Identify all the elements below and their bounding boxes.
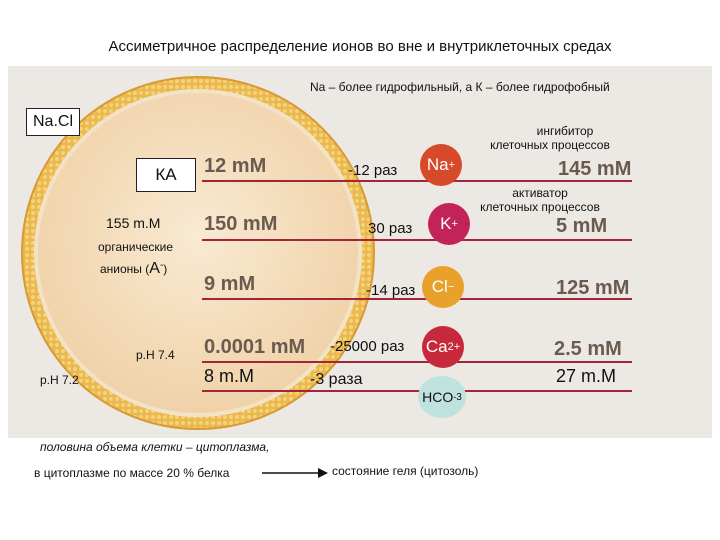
cl-outside: 125 mM: [556, 277, 630, 299]
k-outside: 5 mM: [556, 215, 608, 237]
k-line: [202, 239, 632, 241]
activator-label: активатор клеточных процессов: [480, 186, 600, 214]
bottom-note-1: половина объема клетки – цитоплазма,: [40, 440, 270, 454]
inhibitor-label: ингибитор клеточных процессов: [490, 124, 610, 152]
ph-outer: p.H 7.2: [40, 373, 79, 387]
k-inside: 150 mM: [204, 213, 278, 235]
na-line: [202, 180, 632, 182]
hco3-ion-icon: HCO -3: [418, 376, 466, 418]
page-title: Ассиметричное распределение ионов во вне…: [108, 38, 612, 55]
subtitle: Na – более гидрофильный, а К – более гид…: [310, 80, 610, 94]
ca-ion-icon: Ca 2+: [422, 326, 464, 368]
na-ratio: -12 раз: [348, 162, 398, 179]
cl-line: [202, 298, 632, 300]
ca-ratio: -25000 раз: [330, 338, 405, 355]
organic-label-2: анионы (A-): [100, 260, 168, 277]
ca-line: [202, 361, 632, 363]
ph-inner: p.H 7.4: [136, 348, 175, 362]
k-ratio: 30 раз: [368, 220, 413, 237]
cl-ion-icon: Cl −: [422, 266, 464, 308]
k-ion-icon: K +: [428, 203, 470, 245]
ka-box: КА: [136, 158, 196, 192]
cytoplasm: [38, 93, 358, 413]
nacl-box: Na.Cl: [26, 108, 80, 136]
organic-label-1: органические: [98, 240, 174, 254]
na-ion-icon: Na +: [420, 144, 462, 186]
bottom-note-3: состояние геля (цитозоль): [332, 464, 479, 478]
hco3-line: [202, 390, 632, 392]
arrow-right-icon: [262, 468, 328, 478]
bottom-note-2: в цитоплазме по массе 20 % белка: [34, 466, 230, 480]
ca-inside: 0.0001 mM: [204, 336, 306, 358]
na-outside: 145 mM: [558, 158, 632, 180]
organic-conc: 155 m.M: [106, 215, 161, 231]
hco3-outside: 27 m.M: [556, 366, 617, 386]
cl-ratio: -14 раз: [366, 282, 416, 299]
ca-outside: 2.5 mM: [554, 338, 622, 360]
cl-inside: 9 mM: [204, 273, 256, 295]
hco3-ratio: -3 раза: [310, 371, 363, 388]
cell-illustration: [21, 76, 375, 430]
hco3-inside: 8 m.M: [204, 366, 255, 386]
na-inside: 12 mM: [204, 155, 267, 177]
